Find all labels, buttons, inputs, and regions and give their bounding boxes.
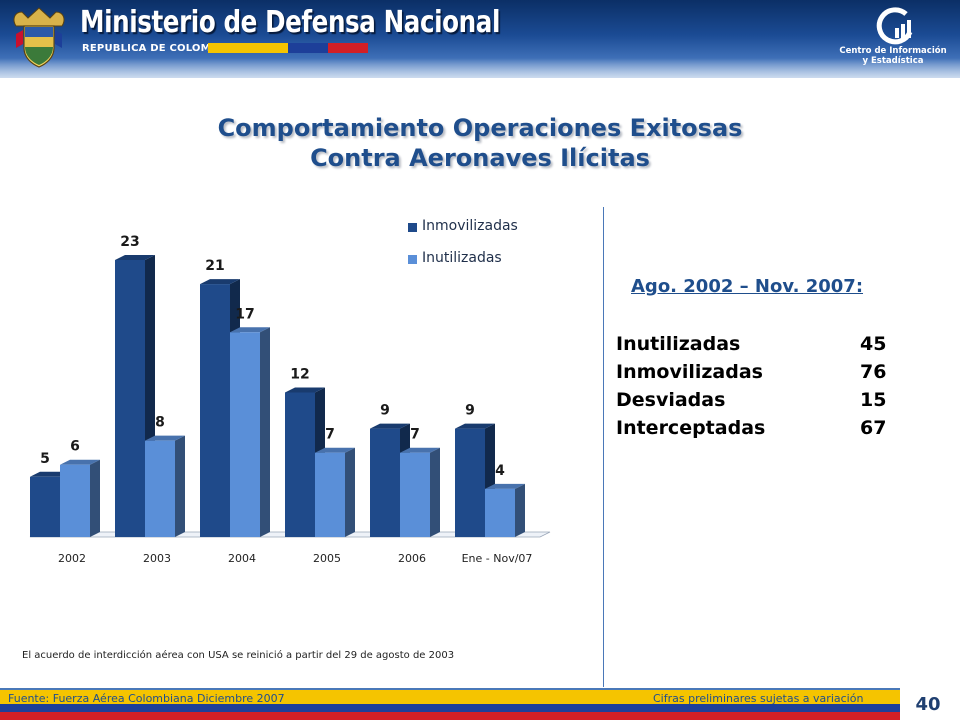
source-label: Fuente: Fuerza Aérea Colombiana Diciembr… xyxy=(8,692,285,705)
legend-swatch-inutilizadas xyxy=(408,255,417,264)
data-label-inmovilizadas-5: 9 xyxy=(465,403,475,419)
summary-label: Desviadas xyxy=(616,389,726,411)
statistics-center-label: Centro de Información y Estadística xyxy=(828,46,958,66)
bar-side-inutilizadas-5 xyxy=(515,483,525,537)
ministry-name: Ministerio de Defensa Nacional xyxy=(80,5,500,40)
bar-inmovilizadas-0 xyxy=(30,476,60,537)
vertical-divider xyxy=(603,207,604,687)
summary-period-title: Ago. 2002 – Nov. 2007: xyxy=(631,276,864,297)
statistics-center-line1: Centro de Información xyxy=(839,46,947,56)
legend-label-inmovilizadas: Inmovilizadas xyxy=(422,218,518,234)
bar-top-inutilizadas-2 xyxy=(230,327,270,333)
x-tick-label-0: 2002 xyxy=(58,552,86,565)
bar-top-inutilizadas-5 xyxy=(485,483,525,489)
summary-value: 15 xyxy=(860,389,887,411)
statistics-center-line2: y Estadística xyxy=(862,56,924,66)
bar-top-inutilizadas-1 xyxy=(145,435,185,441)
summary-row-inutilizadas: Inutilizadas 45 xyxy=(616,333,916,361)
statistics-center-logo-icon xyxy=(876,7,913,45)
x-tick-label-1: 2003 xyxy=(143,552,171,565)
x-tick-label-4: 2006 xyxy=(398,552,426,565)
bar-inmovilizadas-1 xyxy=(115,260,145,537)
bar-side-inutilizadas-3 xyxy=(345,447,355,537)
data-label-inmovilizadas-3: 12 xyxy=(290,366,309,382)
bar-top-inmovilizadas-2 xyxy=(200,279,240,285)
bar-top-inutilizadas-4 xyxy=(400,447,440,453)
bar-side-inutilizadas-2 xyxy=(260,327,270,537)
summary-value: 45 xyxy=(860,333,887,355)
bar-top-inmovilizadas-5 xyxy=(455,423,495,429)
bar-side-inutilizadas-1 xyxy=(175,435,185,537)
bar-inutilizadas-1 xyxy=(145,440,175,537)
summary-label: Inutilizadas xyxy=(616,333,741,355)
bar-top-inutilizadas-3 xyxy=(315,447,355,453)
bar-inutilizadas-4 xyxy=(400,452,430,537)
header-banner: Ministerio de Defensa Nacional REPUBLICA… xyxy=(0,0,960,78)
data-label-inutilizadas-4: 7 xyxy=(410,427,420,443)
bar-inmovilizadas-4 xyxy=(370,428,400,537)
summary-value: 76 xyxy=(860,361,887,383)
bar-top-inmovilizadas-3 xyxy=(285,387,325,393)
bar-inmovilizadas-2 xyxy=(200,284,230,537)
bar-inutilizadas-3 xyxy=(315,452,345,537)
summary-label: Inmovilizadas xyxy=(616,361,763,383)
summary-value: 67 xyxy=(860,417,887,439)
preliminary-note: Cifras preliminares sujetas a variación xyxy=(653,692,864,705)
data-label-inutilizadas-5: 4 xyxy=(495,463,505,479)
data-label-inutilizadas-1: 8 xyxy=(155,415,165,431)
bar-inutilizadas-5 xyxy=(485,488,515,537)
bar-top-inutilizadas-0 xyxy=(60,459,100,465)
summary-label: Interceptadas xyxy=(616,417,766,439)
data-label-inmovilizadas-0: 5 xyxy=(40,451,50,467)
summary-row-interceptadas: Interceptadas 67 xyxy=(616,417,916,445)
page-number: 40 xyxy=(915,694,941,715)
x-tick-label-5: Ene - Nov/07 xyxy=(462,552,533,565)
summary-row-inmovilizadas: Inmovilizadas 76 xyxy=(616,361,916,389)
data-label-inutilizadas-2: 17 xyxy=(235,306,254,322)
slide-title-line2: Contra Aeronaves Ilícitas xyxy=(310,144,650,172)
summary-row-desviadas: Desviadas 15 xyxy=(616,389,916,417)
interdiction-note: El acuerdo de interdicción aérea con USA… xyxy=(22,650,455,661)
data-label-inutilizadas-3: 7 xyxy=(325,427,335,443)
legend-label-inutilizadas: Inutilizadas xyxy=(422,250,502,266)
bar-inutilizadas-0 xyxy=(60,464,90,537)
republica-label: REPUBLICA DE COLOMBIA xyxy=(82,43,231,54)
data-label-inmovilizadas-4: 9 xyxy=(380,403,390,419)
slide-title-line1: Comportamiento Operaciones Exitosas xyxy=(217,114,743,142)
footer-divider xyxy=(0,688,900,690)
coat-of-arms-icon xyxy=(13,7,65,68)
data-label-inmovilizadas-1: 23 xyxy=(120,234,139,250)
footer-flag-band xyxy=(0,690,900,720)
bar-inutilizadas-2 xyxy=(230,332,260,537)
x-tick-label-2: 2004 xyxy=(228,552,256,565)
bar-inmovilizadas-5 xyxy=(455,428,485,537)
bar-top-inmovilizadas-1 xyxy=(115,255,155,260)
x-tick-label-3: 2005 xyxy=(313,552,341,565)
header-flag-bar xyxy=(208,43,368,53)
legend-swatch-inmovilizadas xyxy=(408,223,417,232)
data-label-inmovilizadas-2: 21 xyxy=(205,258,224,274)
bar-chart: 5 6 2002 23 8 2003 21 17 2004 12 7 2005 9 7 2006 9 4 Ene … xyxy=(29,234,551,565)
bar-top-inmovilizadas-4 xyxy=(370,423,410,429)
bar-side-inutilizadas-4 xyxy=(430,447,440,537)
data-label-inutilizadas-0: 6 xyxy=(70,439,80,455)
bar-side-inutilizadas-0 xyxy=(90,459,100,537)
bar-inmovilizadas-3 xyxy=(285,392,315,537)
header-shine xyxy=(0,58,960,78)
